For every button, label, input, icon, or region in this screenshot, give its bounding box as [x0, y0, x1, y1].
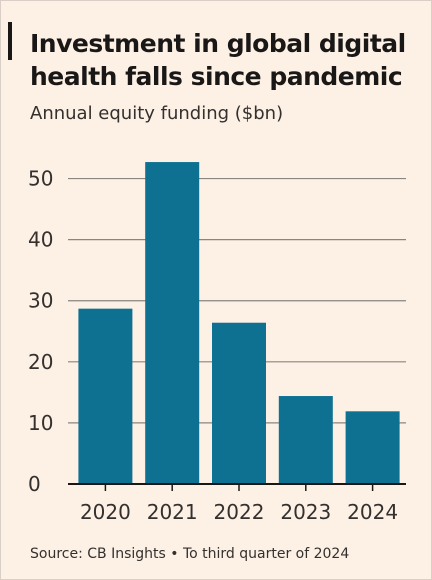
- bar-2020: [78, 308, 133, 484]
- x-tick-label-2020: 2020: [80, 500, 131, 524]
- y-tick-label-10: 10: [28, 411, 53, 435]
- bars: [78, 162, 400, 484]
- title-accent-bar: [8, 22, 12, 60]
- x-tick-label-2024: 2024: [347, 500, 398, 524]
- source-note: Source: CB Insights • To third quarter o…: [30, 546, 350, 562]
- bar-2024: [345, 411, 400, 484]
- x-tick-label-2021: 2021: [147, 500, 198, 524]
- x-tick-label-2022: 2022: [214, 500, 265, 524]
- y-tick-label-40: 40: [28, 228, 53, 252]
- y-tick-label-0: 0: [28, 472, 41, 496]
- y-tick-labels: 0 10 20 30 40 50: [28, 167, 53, 496]
- chart-subtitle: Annual equity funding ($bn): [30, 103, 284, 124]
- bar-2023: [278, 396, 333, 484]
- x-tick-labels: 2020 2021 2022 2023 2024: [80, 500, 398, 524]
- bar-2022: [212, 322, 266, 484]
- y-tick-label-30: 30: [28, 289, 53, 313]
- chart-title: Investment in global digital health fall…: [30, 29, 406, 91]
- x-axis: [68, 483, 406, 491]
- x-tick-label-2023: 2023: [280, 500, 331, 524]
- y-tick-label-50: 50: [28, 167, 53, 191]
- bar-2021: [145, 162, 200, 484]
- y-tick-label-20: 20: [28, 350, 53, 374]
